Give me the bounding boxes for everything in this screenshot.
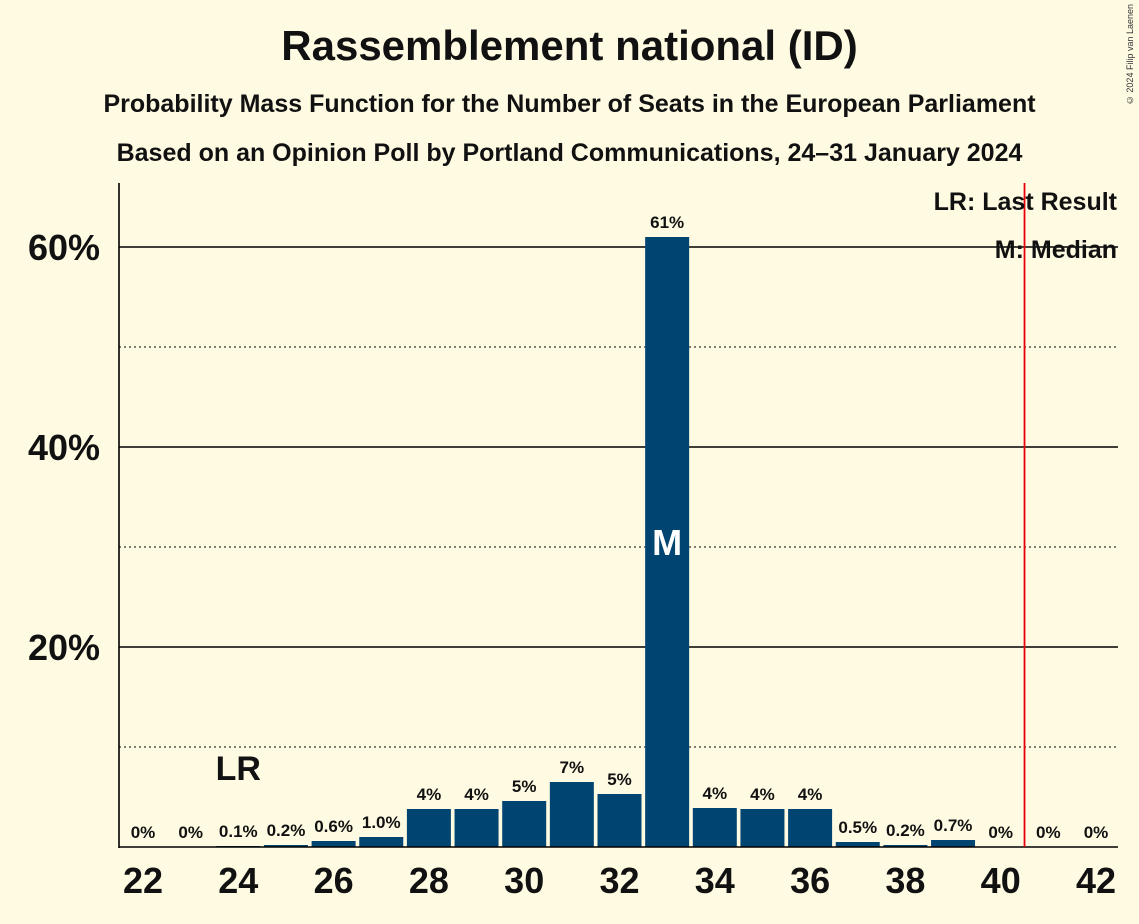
chart-source: Based on an Opinion Poll by Portland Com… <box>116 139 1023 167</box>
legend-last-result: LR: Last Result <box>934 188 1118 216</box>
data-label: 0% <box>988 823 1013 842</box>
data-label: 0% <box>178 823 203 842</box>
data-label: 0.1% <box>219 822 258 841</box>
data-label: 4% <box>798 785 823 804</box>
bar <box>835 842 880 847</box>
median-marker: M <box>652 522 682 563</box>
bar <box>359 837 404 847</box>
x-tick-label: 42 <box>1076 860 1116 901</box>
data-label: 0% <box>1036 823 1061 842</box>
data-label: 0.2% <box>267 821 306 840</box>
x-tick-label: 32 <box>599 860 639 901</box>
bar <box>263 845 308 847</box>
data-label: 0% <box>1084 823 1109 842</box>
bar <box>549 782 594 847</box>
grid-lines <box>119 246 1118 748</box>
last-result-marker: LR <box>216 750 261 788</box>
bar <box>931 840 976 847</box>
y-tick-label: 20% <box>28 627 100 668</box>
data-label: 0.2% <box>886 821 925 840</box>
x-tick-label: 38 <box>885 860 925 901</box>
x-tick-label: 36 <box>790 860 830 901</box>
bars <box>216 237 976 847</box>
y-tick-label: 60% <box>28 227 100 268</box>
data-label: 5% <box>512 777 537 796</box>
data-label: 4% <box>417 785 442 804</box>
chart-subtitle: Probability Mass Function for the Number… <box>103 90 1036 118</box>
data-label: 0.5% <box>838 818 877 837</box>
data-label: 4% <box>750 785 775 804</box>
x-tick-label: 34 <box>695 860 735 901</box>
bar <box>883 845 928 847</box>
x-tick-label: 26 <box>314 860 354 901</box>
data-label: 0.7% <box>934 816 973 835</box>
bar <box>645 237 690 847</box>
data-label: 7% <box>560 758 585 777</box>
legend-median: M: Median <box>995 236 1117 264</box>
bar <box>692 808 737 847</box>
data-label: 0.6% <box>314 817 353 836</box>
bar <box>788 809 833 847</box>
data-label: 4% <box>464 785 489 804</box>
data-labels: 0% 0% 0.1% 0.2% 0.6% 1.0% 4% 4% 5% 7% 5% 61% 4% 4% 4% 0… <box>131 213 1109 842</box>
x-tick-label: 30 <box>504 860 544 901</box>
bar <box>740 809 785 847</box>
x-tick-label: 22 <box>123 860 163 901</box>
x-tick-label: 40 <box>981 860 1021 901</box>
data-label: 1.0% <box>362 813 401 832</box>
bar <box>597 794 642 847</box>
x-tick-label: 24 <box>218 860 258 901</box>
bar <box>406 809 451 847</box>
y-tick-label: 40% <box>28 427 100 468</box>
axes: 20% 40% 60% 22 24 26 28 30 32 34 36 38 40 42 <box>28 183 1118 901</box>
bar <box>502 801 547 847</box>
bar <box>454 809 499 847</box>
data-label: 5% <box>607 770 632 789</box>
data-label: 4% <box>703 784 728 803</box>
data-label: 61% <box>650 213 684 232</box>
data-label: 0% <box>131 823 156 842</box>
chart-title: Rassemblement national (ID) <box>281 22 858 69</box>
bar <box>311 841 356 847</box>
x-tick-label: 28 <box>409 860 449 901</box>
